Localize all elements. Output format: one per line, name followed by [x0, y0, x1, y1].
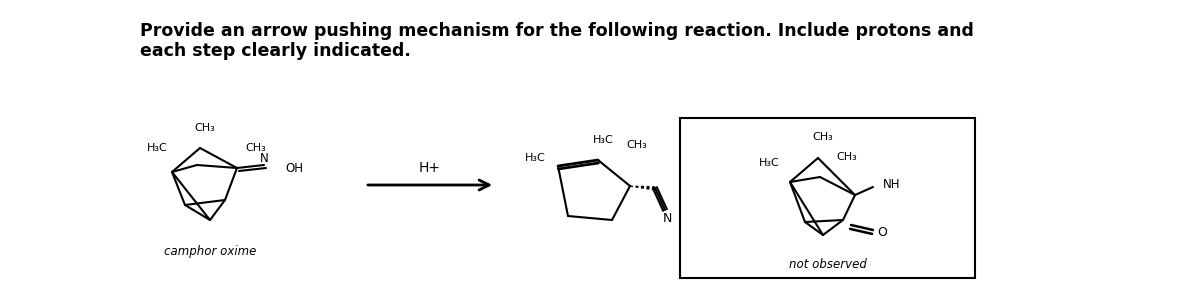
Text: H₃C: H₃C [526, 153, 546, 163]
Text: H+: H+ [419, 161, 442, 175]
Text: NH: NH [883, 178, 900, 191]
Text: CH₃: CH₃ [812, 132, 833, 142]
Text: O: O [877, 226, 887, 239]
Text: Provide an arrow pushing mechanism for the following reaction. Include protons a: Provide an arrow pushing mechanism for t… [140, 22, 974, 40]
Text: CH₃: CH₃ [626, 140, 647, 150]
Text: H₃C: H₃C [593, 135, 613, 145]
Text: H₃C: H₃C [148, 143, 168, 153]
Text: each step clearly indicated.: each step clearly indicated. [140, 42, 410, 60]
Text: H₃C: H₃C [760, 158, 780, 168]
Text: CH₃: CH₃ [194, 123, 215, 133]
Text: OH: OH [286, 162, 302, 175]
Text: CH₃: CH₃ [245, 143, 265, 153]
Text: camphor oxime: camphor oxime [164, 246, 256, 258]
Text: not observed: not observed [788, 258, 866, 271]
Text: N: N [260, 152, 269, 166]
Bar [680, 118, 974, 278]
Text: CH₃: CH₃ [836, 152, 857, 162]
Text: N: N [662, 212, 672, 224]
